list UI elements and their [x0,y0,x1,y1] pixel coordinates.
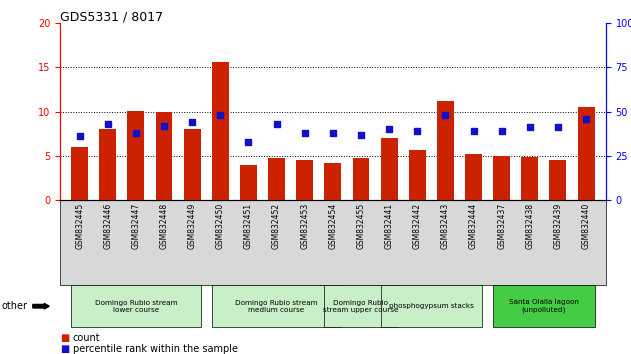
Point [525,125,535,130]
Point [103,121,113,127]
Bar [521,156,538,200]
Point [356,132,366,137]
Point [74,133,85,139]
Bar [353,158,369,200]
Point [187,119,198,125]
Bar [240,166,257,200]
Bar [577,107,594,200]
Bar [380,138,398,200]
Bar [437,101,454,200]
Point [412,128,422,134]
Bar [99,129,116,200]
Point [497,128,507,134]
Bar [297,160,313,200]
Point [300,130,310,136]
Text: other: other [1,301,27,311]
Bar [550,160,567,200]
Bar [127,110,144,200]
Point [440,112,451,118]
Text: Domingo Rubio
stream upper course: Domingo Rubio stream upper course [323,300,399,313]
Bar [465,154,482,200]
Point [159,123,169,129]
Text: Domingo Rubio stream
medium course: Domingo Rubio stream medium course [235,300,318,313]
Bar [184,129,201,200]
Point [553,125,563,130]
Point [131,130,141,136]
Bar [212,62,229,200]
Text: percentile rank within the sample: percentile rank within the sample [73,344,237,354]
Bar [156,112,172,200]
Point [468,128,478,134]
Point [271,121,281,127]
Text: phosphogypsum stacks: phosphogypsum stacks [389,303,474,309]
Text: Santa Olalla lagoon
(unpolluted): Santa Olalla lagoon (unpolluted) [509,299,579,313]
Point [384,126,394,132]
Point [581,116,591,121]
Point [328,130,338,136]
Bar [409,150,426,200]
Text: ■: ■ [60,344,69,354]
Text: count: count [73,333,100,343]
Bar [268,158,285,200]
Bar [71,147,88,200]
Text: ■: ■ [60,333,69,343]
Bar [324,163,341,200]
Text: Domingo Rubio stream
lower course: Domingo Rubio stream lower course [95,300,177,313]
Text: GDS5331 / 8017: GDS5331 / 8017 [60,11,163,24]
Bar [493,156,510,200]
Point [215,112,225,118]
Point [244,139,254,144]
